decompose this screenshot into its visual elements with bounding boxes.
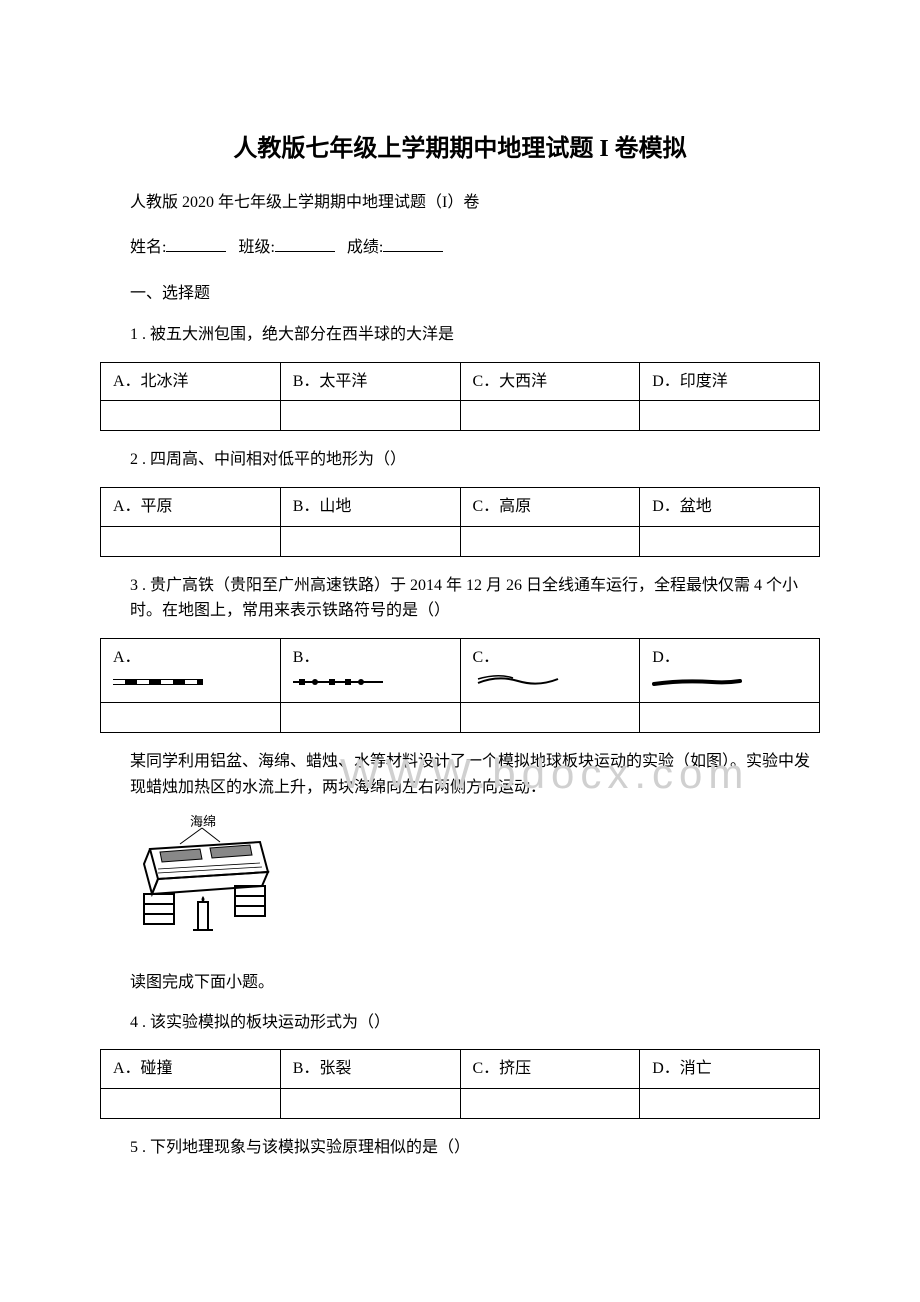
- score-blank[interactable]: [383, 234, 443, 252]
- class-blank[interactable]: [275, 234, 335, 252]
- question-1: 1 . 被五大洲包围，绝大部分在西半球的大洋是: [100, 322, 820, 348]
- q3-option-a[interactable]: A．: [101, 638, 281, 702]
- document-container: WWW.bdocx.com 人教版七年级上学期期中地理试题 I 卷模拟 人教版 …: [100, 130, 820, 1160]
- q2-option-c-label: C．高原: [473, 498, 532, 515]
- question-3: 3 . 贵广高铁（贵阳至广州高速铁路）于 2014 年 12 月 26 日全线通…: [100, 573, 820, 624]
- name-label: 姓名:: [130, 239, 166, 256]
- q3-option-d-label: D．: [652, 649, 680, 666]
- question-5-text: 5 . 下列地理现象与该模拟实验原理相似的是（）: [130, 1135, 820, 1161]
- q3-option-c[interactable]: C．: [460, 638, 640, 702]
- railway-symbol-d-icon: [652, 677, 742, 687]
- question-3-options-table: A． B．: [100, 638, 820, 733]
- read-instruction: 读图完成下面小题。: [100, 970, 820, 996]
- student-info-line: 姓名: 班级: 成绩:: [100, 234, 820, 261]
- q4-option-a[interactable]: A．碰撞: [101, 1050, 281, 1089]
- q3-option-a-label: A．: [113, 649, 141, 666]
- q4-blank-b: [280, 1088, 460, 1118]
- q2-blank-c: [460, 526, 640, 556]
- q2-option-d-label: D．盆地: [652, 498, 712, 515]
- q2-option-b[interactable]: B．山地: [280, 487, 460, 526]
- q1-option-a-label: A．北冰洋: [113, 373, 189, 390]
- question-2-options-table: A．平原 B．山地 C．高原 D．盆地: [100, 487, 820, 557]
- name-blank[interactable]: [166, 234, 226, 252]
- q1-blank-c: [460, 401, 640, 431]
- q1-option-b-label: B．太平洋: [293, 373, 368, 390]
- question-1-options-table: A．北冰洋 B．太平洋 C．大西洋 D．印度洋: [100, 362, 820, 432]
- railway-symbol-b-icon: [293, 677, 383, 687]
- q3-blank-c: [460, 702, 640, 732]
- q1-option-b[interactable]: B．太平洋: [280, 362, 460, 401]
- q3-blank-a: [101, 702, 281, 732]
- q3-blank-b: [280, 702, 460, 732]
- section-1-header: 一、选择题: [100, 281, 820, 307]
- question-3-text: 3 . 贵广高铁（贵阳至广州高速铁路）于 2014 年 12 月 26 日全线通…: [130, 573, 820, 624]
- railway-symbol-c-icon: [473, 673, 563, 687]
- q1-blank-b: [280, 401, 460, 431]
- q1-option-d-label: D．印度洋: [652, 373, 728, 390]
- experiment-diagram-icon: 海绵: [130, 814, 290, 954]
- question-2-text: 2 . 四周高、中间相对低平的地形为（）: [130, 447, 820, 473]
- question-2: 2 . 四周高、中间相对低平的地形为（）: [100, 447, 820, 473]
- question-5: 5 . 下列地理现象与该模拟实验原理相似的是（）: [100, 1135, 820, 1161]
- q3-option-d[interactable]: D．: [640, 638, 820, 702]
- question-4-options-table: A．碰撞 B．张裂 C．挤压 D．消亡: [100, 1049, 820, 1119]
- q1-option-d[interactable]: D．印度洋: [640, 362, 820, 401]
- q1-option-c-label: C．大西洋: [473, 373, 548, 390]
- score-label: 成绩:: [347, 239, 383, 256]
- q2-option-b-label: B．山地: [293, 498, 352, 515]
- experiment-figure: 海绵: [100, 814, 820, 954]
- q2-option-c[interactable]: C．高原: [460, 487, 640, 526]
- q2-option-a-label: A．平原: [113, 498, 173, 515]
- q4-blank-d: [640, 1088, 820, 1118]
- q2-blank-b: [280, 526, 460, 556]
- q3-option-c-label: C．: [473, 649, 500, 666]
- question-1-text: 1 . 被五大洲包围，绝大部分在西半球的大洋是: [130, 322, 820, 348]
- q1-blank-d: [640, 401, 820, 431]
- document-title: 人教版七年级上学期期中地理试题 I 卷模拟: [100, 130, 820, 168]
- q3-option-b-label: B．: [293, 649, 320, 666]
- q2-option-d[interactable]: D．盆地: [640, 487, 820, 526]
- q4-option-a-label: A．碰撞: [113, 1060, 173, 1077]
- q3-blank-d: [640, 702, 820, 732]
- q2-blank-d: [640, 526, 820, 556]
- question-4-text: 4 . 该实验模拟的板块运动形式为（）: [130, 1010, 820, 1036]
- railway-symbol-a-icon: [113, 677, 203, 687]
- q4-option-d[interactable]: D．消亡: [640, 1050, 820, 1089]
- q4-option-d-label: D．消亡: [652, 1060, 712, 1077]
- figure-label: 海绵: [190, 814, 216, 829]
- q4-option-c-label: C．挤压: [473, 1060, 532, 1077]
- q4-option-b[interactable]: B．张裂: [280, 1050, 460, 1089]
- q1-option-a[interactable]: A．北冰洋: [101, 362, 281, 401]
- q4-option-c[interactable]: C．挤压: [460, 1050, 640, 1089]
- q2-option-a[interactable]: A．平原: [101, 487, 281, 526]
- context-paragraph: 某同学利用铝盆、海绵、蜡烛、水等材料设计了一个模拟地球板块运动的实验（如图）。实…: [100, 749, 820, 800]
- q3-option-b[interactable]: B．: [280, 638, 460, 702]
- q1-blank-a: [101, 401, 281, 431]
- q1-option-c[interactable]: C．大西洋: [460, 362, 640, 401]
- class-label: 班级:: [238, 239, 274, 256]
- q4-blank-a: [101, 1088, 281, 1118]
- question-4: 4 . 该实验模拟的板块运动形式为（）: [100, 1010, 820, 1036]
- q4-option-b-label: B．张裂: [293, 1060, 352, 1077]
- document-subtitle: 人教版 2020 年七年级上学期期中地理试题（I）卷: [100, 190, 820, 216]
- q2-blank-a: [101, 526, 281, 556]
- q4-blank-c: [460, 1088, 640, 1118]
